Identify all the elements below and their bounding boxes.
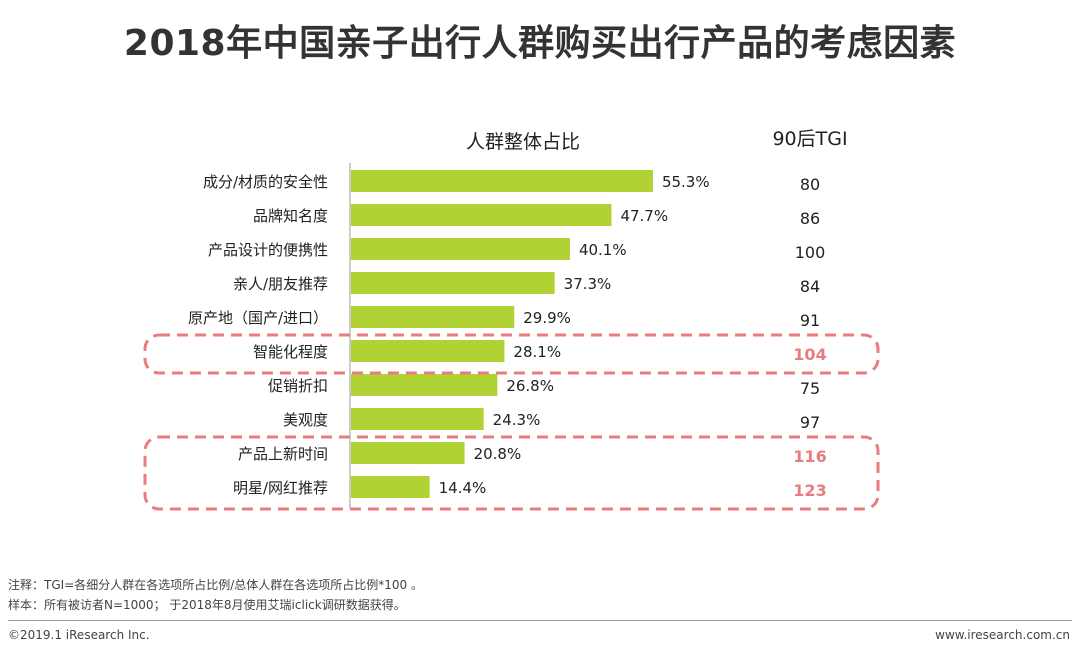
category-label: 产品设计的便携性 xyxy=(208,241,328,259)
bar-chart: 人群整体占比 90后TGI 成分/材质的安全性 55.3% 80 品牌知名度 47.7% 86… xyxy=(143,128,880,511)
tgi-value: 80 xyxy=(800,175,820,194)
category-label: 智能化程度 xyxy=(253,343,328,361)
bar xyxy=(351,238,570,260)
copyright: ©2019.1 iResearch Inc. xyxy=(8,628,150,642)
website-link[interactable]: www.iresearch.com.cn xyxy=(935,628,1070,642)
tgi-value: 91 xyxy=(800,311,820,330)
value-label: 47.7% xyxy=(620,207,668,225)
category-label: 亲人/朋友推荐 xyxy=(233,275,328,293)
value-label: 55.3% xyxy=(662,173,710,191)
bar xyxy=(351,374,498,396)
tgi-value: 116 xyxy=(793,447,826,466)
footnote: 注释：TGI=各细分人群在各选项所占比例/总体人群在各选项所占比例*100 。 xyxy=(8,578,423,592)
tgi-column-header: 90后TGI xyxy=(772,128,847,150)
bar xyxy=(351,408,484,430)
category-label: 美观度 xyxy=(283,411,328,429)
bar xyxy=(351,272,555,294)
bar-column-header: 人群整体占比 xyxy=(466,131,580,153)
highlight-box xyxy=(143,435,880,511)
value-label: 37.3% xyxy=(564,275,612,293)
category-label: 产品上新时间 xyxy=(238,445,328,463)
tgi-value: 100 xyxy=(795,243,826,262)
tgi-value: 84 xyxy=(800,277,820,296)
bar xyxy=(351,340,505,362)
bar xyxy=(351,170,653,192)
tgi-value: 104 xyxy=(793,345,826,364)
value-label: 29.9% xyxy=(523,309,571,327)
bar xyxy=(351,476,430,498)
value-label: 40.1% xyxy=(579,241,627,259)
category-label: 促销折扣 xyxy=(268,377,328,395)
tgi-value: 97 xyxy=(800,413,820,432)
category-label: 明星/网红推荐 xyxy=(233,479,328,497)
value-label: 20.8% xyxy=(474,445,522,463)
chart-title: 2018年中国亲子出行人群购买出行产品的考虑因素 xyxy=(123,23,957,64)
value-label: 26.8% xyxy=(506,377,554,395)
value-label: 28.1% xyxy=(513,343,561,361)
category-label: 成分/材质的安全性 xyxy=(203,173,328,191)
bar xyxy=(351,306,515,328)
sample-note: 样本：所有被访者N=1000； 于2018年8月使用艾瑞iclick调研数据获得… xyxy=(8,598,406,612)
footer-divider xyxy=(8,620,1072,621)
highlight-box xyxy=(143,333,880,375)
tgi-value: 75 xyxy=(800,379,820,398)
bar xyxy=(351,442,465,464)
tgi-value: 123 xyxy=(793,481,826,500)
tgi-value: 86 xyxy=(800,209,820,228)
bar xyxy=(351,204,612,226)
value-label: 24.3% xyxy=(493,411,541,429)
value-label: 14.4% xyxy=(439,479,487,497)
category-label: 原产地（国产/进口） xyxy=(188,309,328,327)
category-label: 品牌知名度 xyxy=(253,207,328,225)
